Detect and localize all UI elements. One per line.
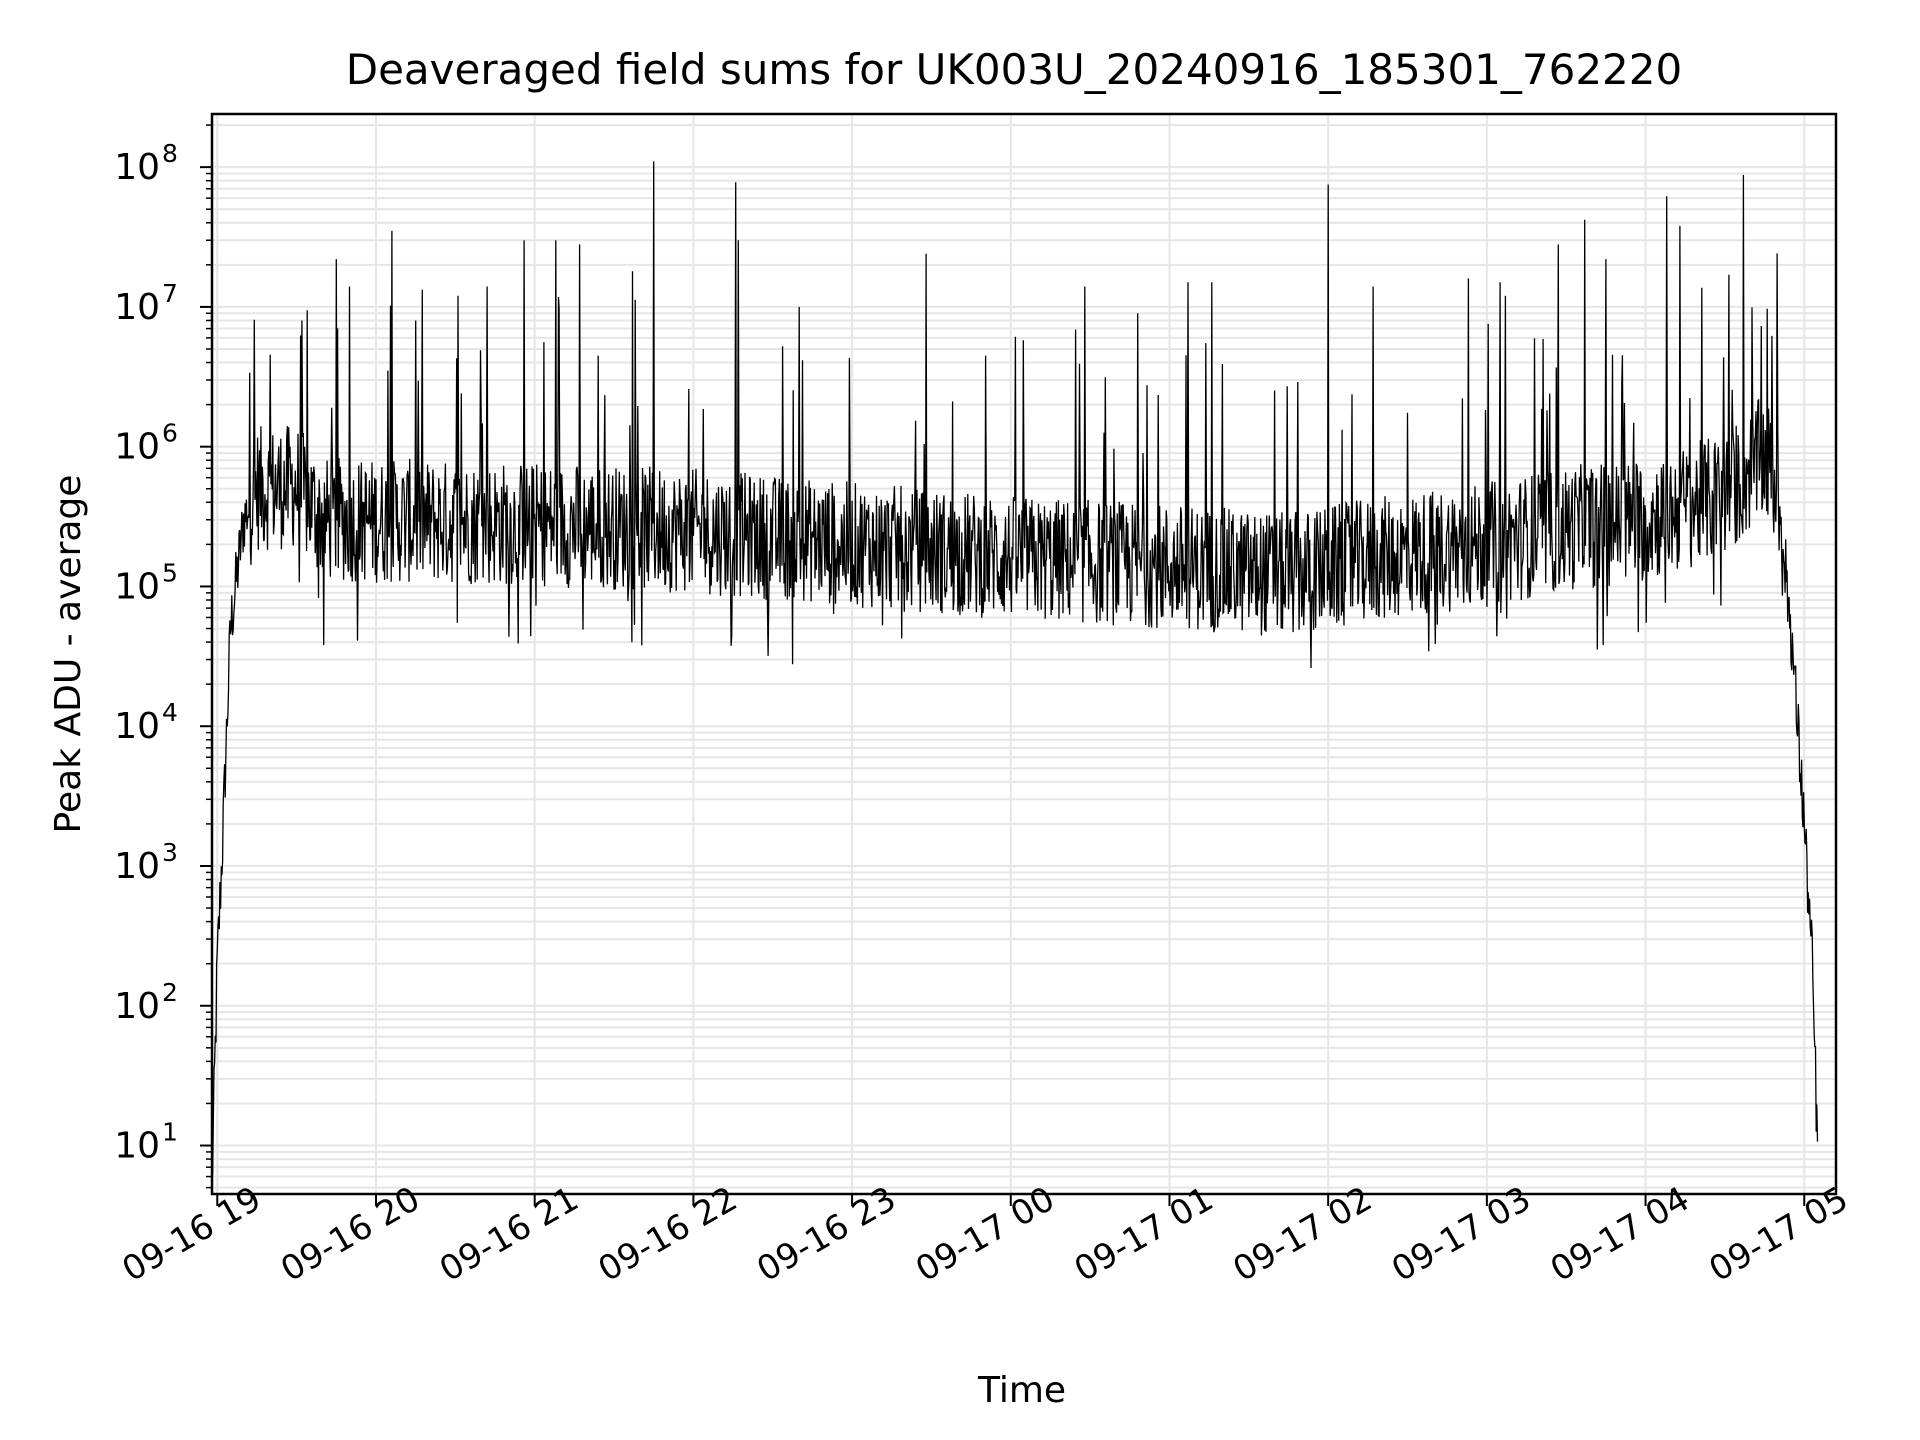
y-tick-label-exponent: 6 — [162, 419, 178, 448]
y-axis-label: Peak ADU - average — [48, 475, 89, 834]
series-group — [211, 161, 1819, 1177]
y-tick-label: 10 5 — [114, 558, 178, 607]
y-tick-label-base: 10 — [114, 566, 160, 607]
y-tick-label-base: 10 — [114, 147, 160, 188]
chart-title: Deaveraged field sums for UK003U_2024091… — [346, 45, 1682, 94]
y-tick-label-base: 10 — [114, 706, 160, 747]
y-tick-label: 10 2 — [114, 978, 178, 1027]
y-tick-label-exponent: 1 — [162, 1118, 178, 1147]
y-tick-label-base: 10 — [114, 986, 160, 1027]
y-tick-label-base: 10 — [114, 1126, 160, 1167]
y-tick-label: 10 3 — [114, 838, 178, 887]
y-tick-label: 10 8 — [114, 139, 178, 188]
y-tick-label: 10 1 — [114, 1118, 178, 1167]
y-tick-label: 10 6 — [114, 419, 178, 468]
y-tick-label-exponent: 2 — [162, 978, 178, 1007]
y-tick-label-exponent: 5 — [162, 558, 178, 587]
y-tick-label-exponent: 3 — [162, 838, 178, 867]
y-tick-label-base: 10 — [114, 427, 160, 468]
y-tick-label: 10 7 — [114, 279, 178, 328]
series-line — [211, 161, 1819, 1177]
y-tick-label-base: 10 — [114, 287, 160, 328]
y-tick-label-exponent: 7 — [162, 279, 178, 308]
x-axis-label: Time — [977, 1370, 1066, 1411]
plot-frame — [210, 112, 1838, 1196]
y-tick-label: 10 4 — [114, 698, 178, 747]
y-tick-label-base: 10 — [114, 846, 160, 887]
y-tick-label-exponent: 8 — [162, 139, 178, 168]
y-tick-label-exponent: 4 — [162, 698, 178, 727]
